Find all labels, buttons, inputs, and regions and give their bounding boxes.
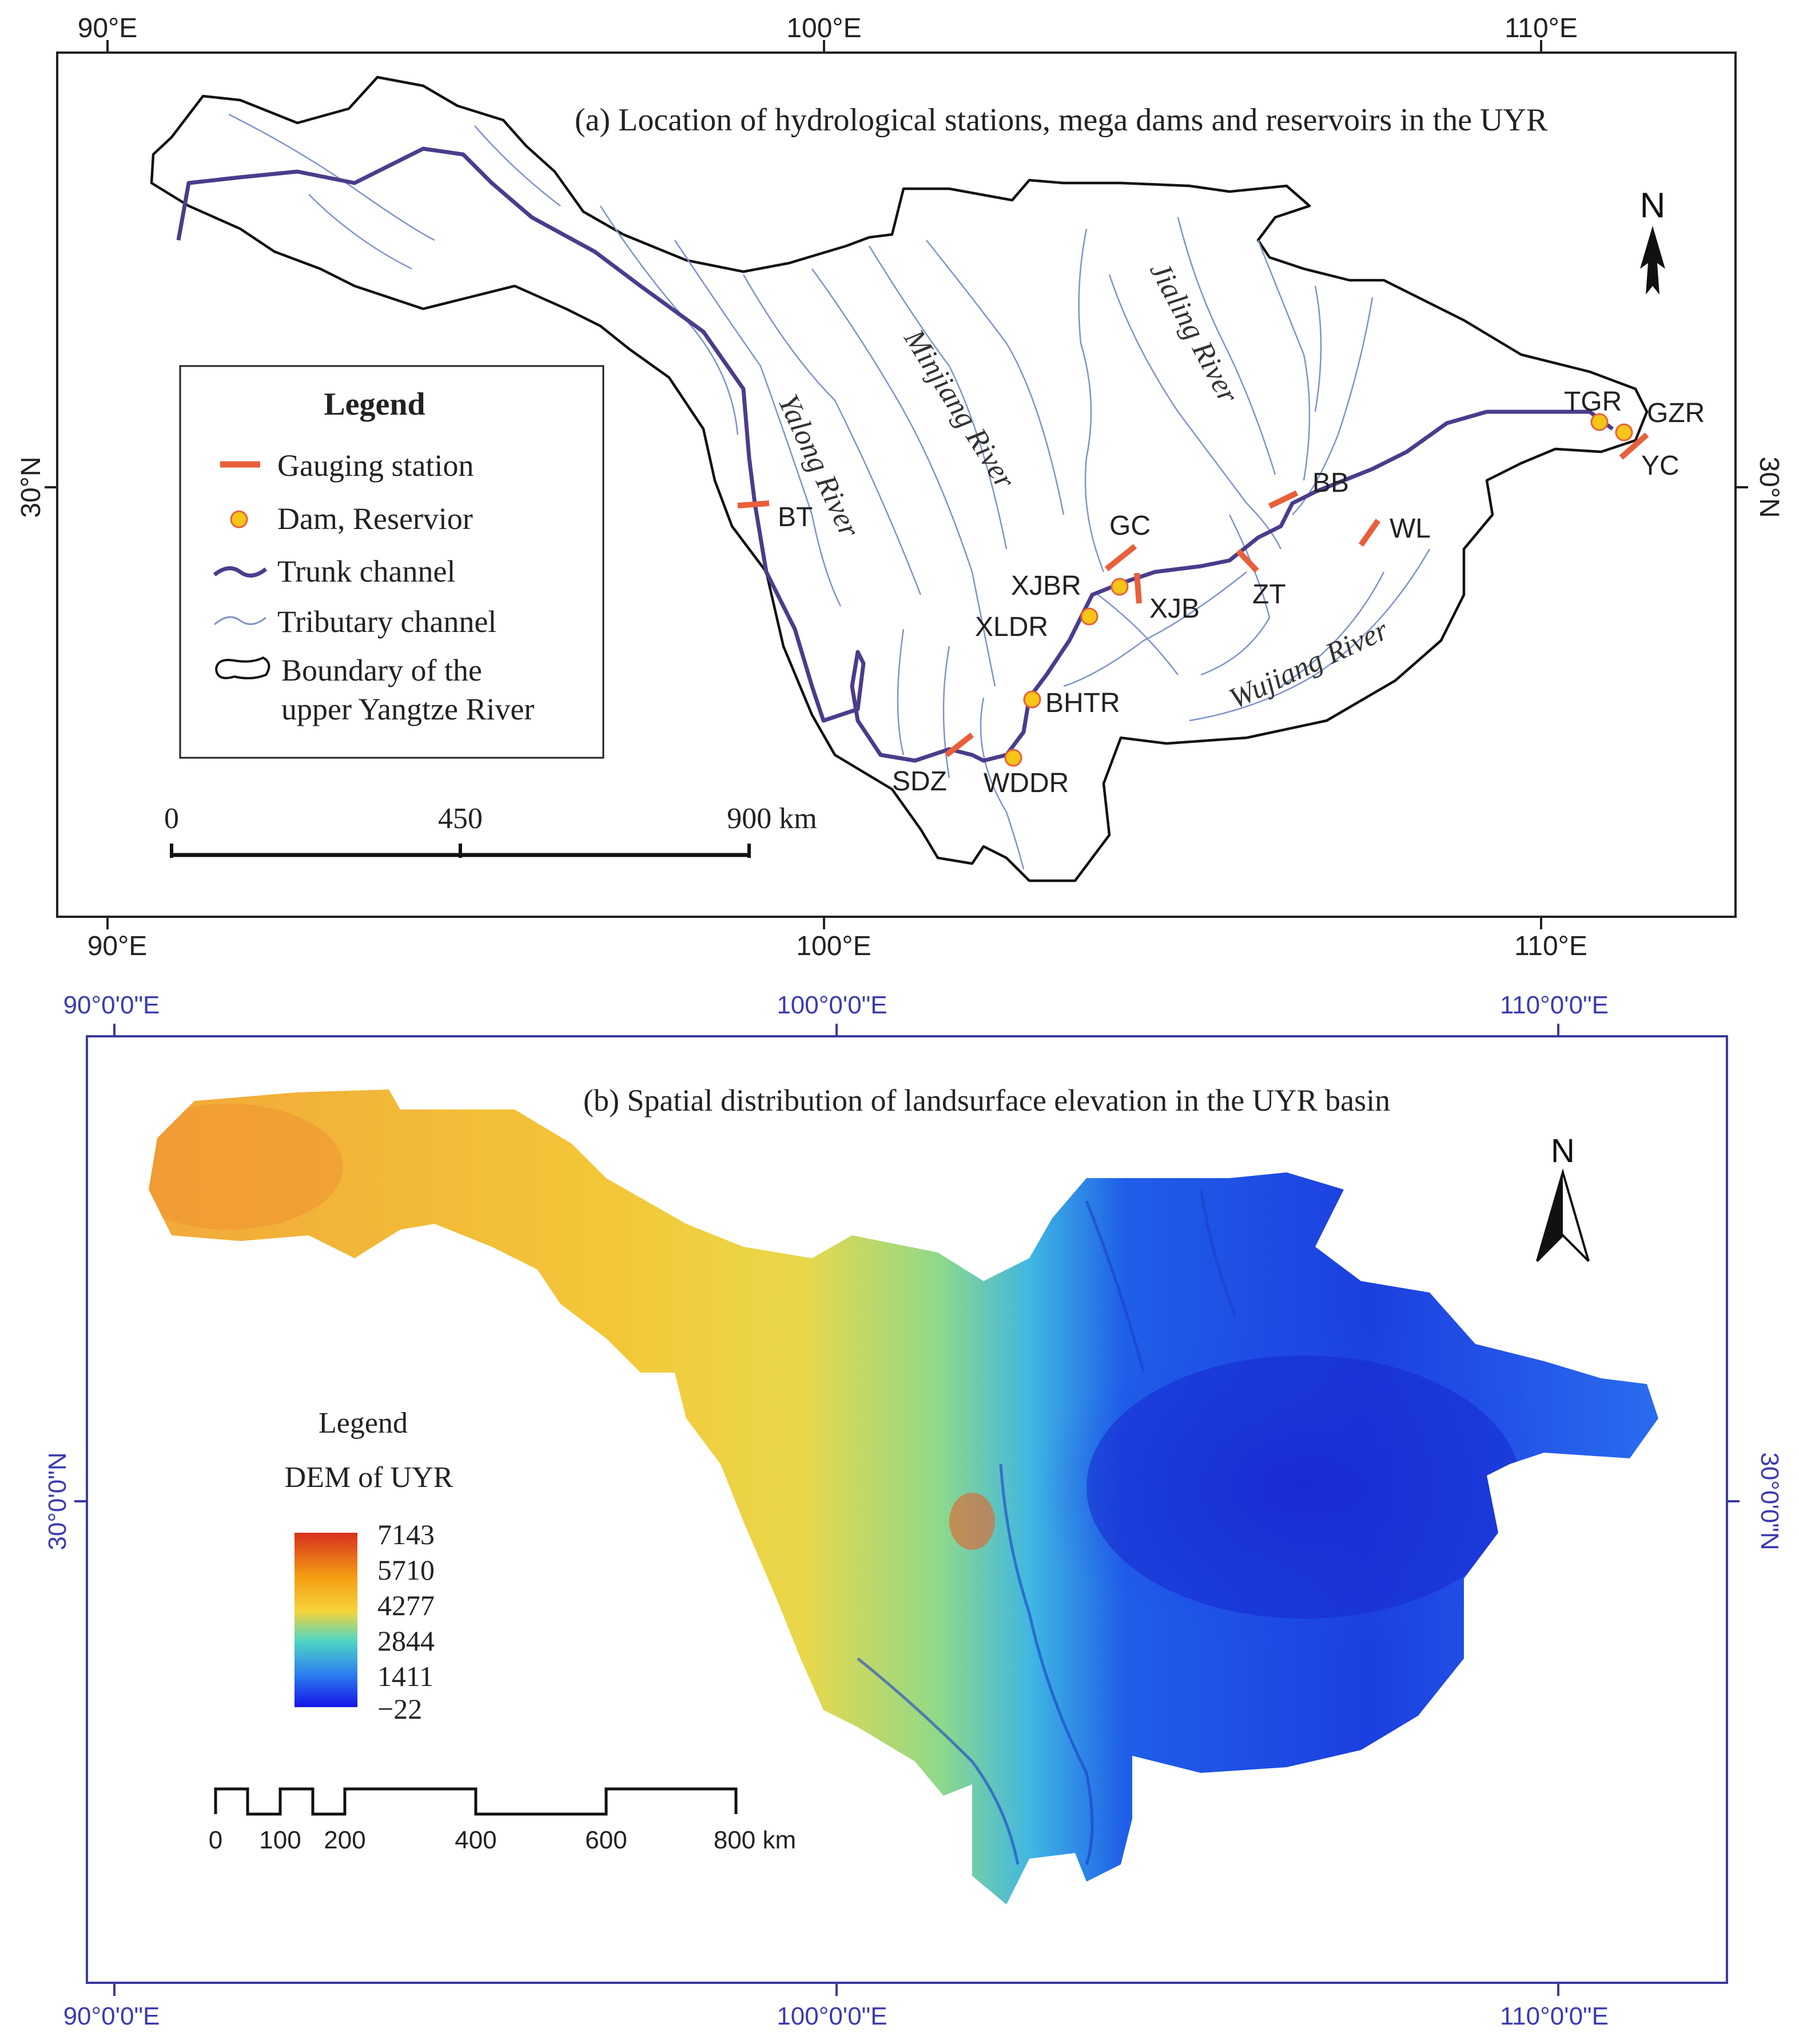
dam-bhtr [1023, 690, 1041, 709]
dam-xjbr [1111, 578, 1129, 596]
panel-b: 90°0'0"E 100°0'0"E 110°0'0"E 90°0'0"E 10… [43, 991, 1784, 2030]
lon-label-b-bottom-110: 110°0'0"E [1500, 2002, 1609, 2030]
dam-label-gzr: GZR [1647, 398, 1705, 428]
tributary-network [228, 113, 1431, 870]
panel-a-legend: Legend Gauging station Dam, Reservior Tr… [179, 365, 604, 759]
legend-dam-symbol [230, 510, 248, 528]
lat-label-left: 30°N [16, 456, 46, 518]
north-arrow-a: N [1640, 186, 1666, 295]
dem-value-neg22: −22 [377, 1693, 422, 1725]
panel-b-legend: Legend DEM of UYR 7143 5710 4277 2844 14… [285, 1407, 453, 1725]
panel-a-scale: 0 450 900 km [164, 802, 817, 858]
north-arrow-b-label: N [1551, 1132, 1575, 1170]
dem-value-7143: 7143 [377, 1518, 435, 1550]
legend-b-title: Legend [319, 1407, 408, 1439]
legend-boundary-label-2: upper Yangtze River [281, 692, 534, 726]
lon-label-bottom-110: 110°E [1514, 931, 1587, 961]
scale-a-0: 0 [164, 802, 179, 835]
gauging-station-wl [1358, 519, 1381, 547]
scale-b-800: 800 km [714, 1826, 796, 1854]
lat-label-b-right: 30°0'0"N [1756, 1452, 1784, 1550]
dam-label-bhtr: BHTR [1045, 688, 1120, 718]
station-label-zt: ZT [1252, 579, 1286, 610]
gauging-station-xjb [1134, 572, 1142, 604]
legend-a-title: Legend [324, 387, 425, 422]
scale-b-200: 200 [324, 1826, 365, 1854]
gauging-station-bt [737, 500, 770, 508]
north-arrow-icon [1640, 226, 1665, 295]
lon-label-top-90: 90°E [78, 13, 138, 43]
dem-colorbar [294, 1533, 357, 1707]
dam-tgr [1590, 413, 1609, 431]
gauging-stations [737, 432, 1649, 757]
dam-label-xldr: XLDR [975, 612, 1048, 642]
station-label-bb: BB [1312, 468, 1349, 498]
scale-b-bar [214, 1787, 738, 1816]
lat-label-right: 30°N [1754, 456, 1784, 518]
panel-a-ticks [45, 40, 1748, 929]
legend-trunk-label: Trunk channel [277, 554, 455, 588]
dam-gzr [1615, 423, 1633, 442]
gauging-station-zt [1236, 548, 1259, 573]
dam-xldr [1080, 607, 1098, 626]
station-label-gc: GC [1109, 511, 1151, 541]
lon-label-b-bottom-90: 90°0'0"E [63, 2002, 160, 2030]
lon-label-top-100: 100°E [786, 13, 861, 43]
dam-wddr [1004, 749, 1022, 767]
station-label-wl: WL [1390, 514, 1431, 544]
dem-value-4277: 4277 [377, 1589, 435, 1621]
scale-a-900: 900 km [727, 802, 817, 835]
station-label-xjb: XJB [1149, 594, 1200, 624]
station-label-yc: YC [1641, 451, 1679, 481]
lon-label-b-top-90: 90°0'0"E [63, 991, 160, 1019]
scale-b-600: 600 [585, 1826, 627, 1854]
panel-b-scale: 0 100 200 400 600 800 km [209, 1787, 796, 1854]
gauging-station-yc [1619, 432, 1649, 460]
gauging-station-bb [1268, 490, 1299, 509]
legend-boundary-symbol [214, 656, 270, 679]
scale-b-0: 0 [209, 1826, 222, 1854]
north-arrow-b: N [1536, 1132, 1590, 1262]
legend-boundary-label: Boundary of the [281, 653, 482, 687]
dam-label-tgr: TGR [1564, 387, 1622, 417]
dem-value-1411: 1411 [377, 1660, 433, 1692]
legend-tributary-symbol [214, 616, 266, 626]
trunk-channel [176, 146, 1614, 763]
dem-value-5710: 5710 [377, 1554, 435, 1586]
panel-a: 90°E 100°E 110°E 90°E 100°E 110°E 30°N 3… [16, 13, 1784, 961]
legend-trunk-symbol [213, 566, 268, 578]
panel-b-ticks [74, 1024, 1740, 1996]
gauging-station-gc [1104, 544, 1137, 571]
legend-dam-label: Dam, Reservior [277, 502, 473, 536]
dam-label-xjbr: XJBR [1011, 571, 1081, 601]
legend-gauging-label: Gauging station [277, 448, 473, 483]
scale-b-100: 100 [259, 1826, 301, 1854]
lon-label-b-bottom-100: 100°0'0"E [777, 2002, 887, 2030]
legend-tributary-label: Tributary channel [277, 605, 496, 639]
dams [1004, 413, 1633, 767]
legend-a-box [179, 365, 604, 759]
station-label-bt: BT [778, 502, 813, 532]
lon-label-bottom-90: 90°E [87, 931, 148, 961]
lon-label-top-110: 110°E [1505, 13, 1578, 43]
panel-a-title: (a) Location of hydrological stations, m… [575, 102, 1548, 138]
scale-b-400: 400 [455, 1826, 496, 1854]
dam-label-wddr: WDDR [984, 768, 1069, 798]
gauging-station-sdz [944, 733, 974, 757]
lon-label-bottom-100: 100°E [796, 931, 871, 961]
legend-b-subtitle: DEM of UYR [285, 1461, 453, 1494]
basin-boundary [150, 75, 1649, 882]
lon-label-b-top-100: 100°0'0"E [777, 991, 887, 1019]
lon-label-b-top-110: 110°0'0"E [1500, 991, 1609, 1019]
lat-label-b-left: 30°0'0"N [43, 1452, 71, 1550]
station-label-sdz: SDZ [892, 766, 947, 797]
panel-b-title: (b) Spatial distribution of landsurface … [583, 1083, 1390, 1118]
north-arrow-a-label: N [1640, 186, 1666, 225]
scale-a-450: 450 [438, 802, 483, 835]
dem-value-2844: 2844 [377, 1625, 435, 1657]
